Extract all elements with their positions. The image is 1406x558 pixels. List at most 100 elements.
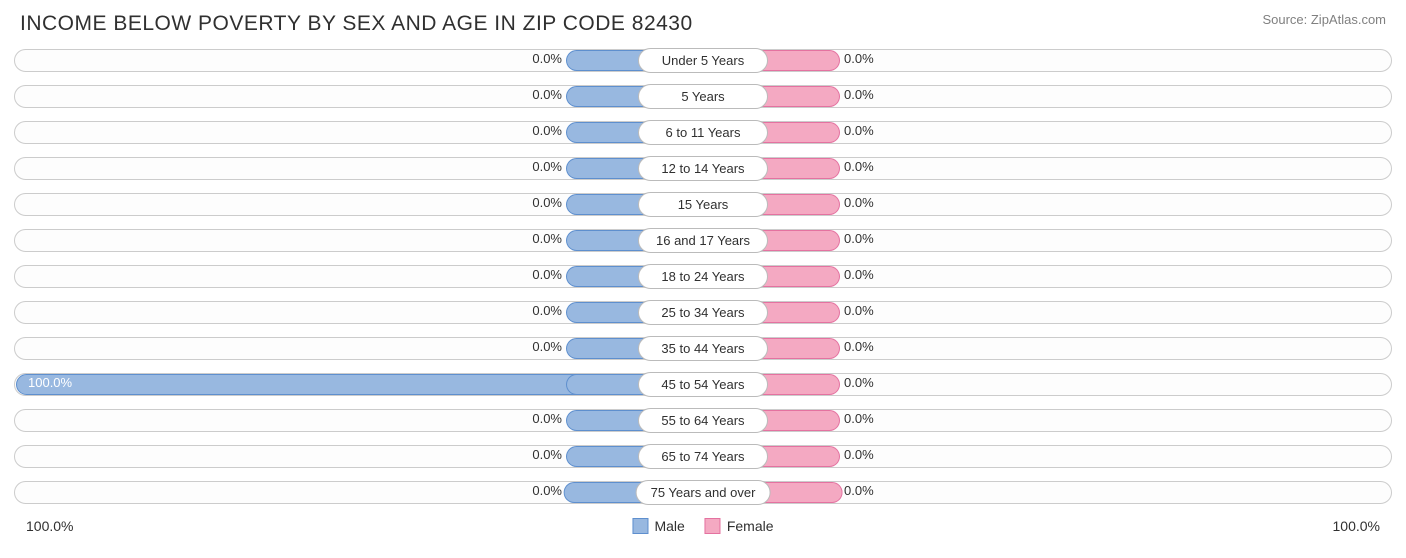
male-bar-stub — [566, 50, 646, 71]
chart-body: Under 5 Years 0.0% 0.0% 5 Years 0.0% 0.0% 6 to… — [0, 44, 1406, 509]
male-value: 0.0% — [532, 51, 562, 66]
female-value: 0.0% — [844, 87, 874, 102]
row-label-pill: Under 5 Years — [638, 48, 768, 73]
legend-item-male: Male — [632, 518, 684, 534]
female-value: 0.0% — [844, 159, 874, 174]
row-center: 75 Years and over — [564, 478, 843, 507]
legend-label-female: Female — [727, 518, 774, 534]
chart-row: 18 to 24 Years 0.0% 0.0% — [14, 260, 1392, 293]
male-bar-stub — [566, 122, 646, 143]
chart-header: INCOME BELOW POVERTY BY SEX AND AGE IN Z… — [0, 0, 1406, 44]
chart-row: 35 to 44 Years 0.0% 0.0% — [14, 332, 1392, 365]
male-bar-stub — [566, 194, 646, 215]
male-bar-stub — [564, 482, 644, 503]
chart-row: 75 Years and over 0.0% 0.0% — [14, 476, 1392, 509]
row-center: 18 to 24 Years — [566, 262, 840, 291]
chart-row: 16 and 17 Years 0.0% 0.0% — [14, 224, 1392, 257]
row-center: 45 to 54 Years — [566, 370, 840, 399]
chart-title: INCOME BELOW POVERTY BY SEX AND AGE IN Z… — [20, 12, 693, 36]
male-value-inbar: 100.0% — [28, 375, 72, 390]
female-value: 0.0% — [844, 51, 874, 66]
chart-row: 15 Years0.0%0.0% — [14, 188, 1392, 221]
female-bar-stub — [760, 266, 840, 287]
female-value: 0.0% — [844, 483, 874, 498]
legend: Male Female — [632, 518, 773, 534]
legend-label-male: Male — [654, 518, 684, 534]
male-bar-stub — [566, 446, 646, 467]
male-bar-stub — [566, 302, 646, 323]
male-value: 0.0% — [532, 447, 562, 462]
male-value: 0.0% — [532, 267, 562, 282]
row-center: 25 to 34 Years — [566, 298, 840, 327]
row-label-pill: 5 Years — [638, 84, 768, 109]
female-bar-stub — [760, 446, 840, 467]
female-bar-stub — [760, 410, 840, 431]
legend-swatch-female — [705, 518, 721, 534]
female-bar-stub — [760, 194, 840, 215]
male-bar-stub — [566, 410, 646, 431]
row-label-pill: 18 to 24 Years — [638, 264, 768, 289]
row-center: Under 5 Years — [566, 46, 840, 75]
row-label-pill: 35 to 44 Years — [638, 336, 768, 361]
row-center: 55 to 64 Years — [566, 406, 840, 435]
male-value: 0.0% — [532, 87, 562, 102]
male-value: 0.0% — [532, 303, 562, 318]
row-label-pill: 15 Years — [638, 192, 768, 217]
female-value: 0.0% — [844, 411, 874, 426]
male-bar-stub — [566, 230, 646, 251]
female-value: 0.0% — [844, 339, 874, 354]
male-bar-stub — [566, 86, 646, 107]
male-bar-stub — [566, 374, 646, 395]
row-center: 16 and 17 Years — [566, 226, 840, 255]
row-label-pill: 75 Years and over — [636, 480, 771, 505]
row-label-pill: 25 to 34 Years — [638, 300, 768, 325]
axis-label-right: 100.0% — [1333, 518, 1380, 534]
female-bar-stub — [760, 50, 840, 71]
male-value: 0.0% — [532, 339, 562, 354]
row-center: 15 Years — [566, 190, 840, 219]
female-value: 0.0% — [844, 375, 874, 390]
female-bar-stub — [760, 158, 840, 179]
male-value: 0.0% — [532, 195, 562, 210]
row-label-pill: 65 to 74 Years — [638, 444, 768, 469]
row-label-pill: 6 to 11 Years — [638, 120, 768, 145]
female-value: 0.0% — [844, 267, 874, 282]
row-center: 35 to 44 Years — [566, 334, 840, 363]
axis-label-left: 100.0% — [26, 518, 73, 534]
female-bar-stub — [760, 86, 840, 107]
male-bar-stub — [566, 158, 646, 179]
female-value: 0.0% — [844, 447, 874, 462]
male-value: 0.0% — [532, 411, 562, 426]
row-center: 5 Years — [566, 82, 840, 111]
female-bar-stub — [760, 374, 840, 395]
male-bar-stub — [566, 338, 646, 359]
chart-row: 65 to 74 Years 0.0% 0.0% — [14, 440, 1392, 473]
female-bar-stub — [760, 122, 840, 143]
female-bar-stub — [760, 302, 840, 323]
row-center: 65 to 74 Years — [566, 442, 840, 471]
row-label-pill: 45 to 54 Years — [638, 372, 768, 397]
male-value: 0.0% — [532, 483, 562, 498]
chart-footer: 100.0% Male Female 100.0% — [0, 512, 1406, 534]
female-value: 0.0% — [844, 231, 874, 246]
male-value: 0.0% — [532, 231, 562, 246]
male-value: 0.0% — [532, 123, 562, 138]
female-value: 0.0% — [844, 123, 874, 138]
chart-source: Source: ZipAtlas.com — [1262, 12, 1386, 27]
male-value: 0.0% — [532, 159, 562, 174]
legend-swatch-male — [632, 518, 648, 534]
chart-row: 55 to 64 Years 0.0% 0.0% — [14, 404, 1392, 437]
female-value: 0.0% — [844, 303, 874, 318]
chart-row: 12 to 14 Years 0.0% 0.0% — [14, 152, 1392, 185]
female-bar-stub — [762, 482, 842, 503]
legend-item-female: Female — [705, 518, 774, 534]
male-bar-stub — [566, 266, 646, 287]
female-bar-stub — [760, 338, 840, 359]
chart-row: 25 to 34 Years 0.0% 0.0% — [14, 296, 1392, 329]
row-label-pill: 12 to 14 Years — [638, 156, 768, 181]
row-label-pill: 16 and 17 Years — [638, 228, 768, 253]
row-center: 6 to 11 Years — [566, 118, 840, 147]
chart-row: 45 to 54 Years 100.0% 0.0% — [14, 368, 1392, 401]
chart-row: 5 Years 0.0% 0.0% — [14, 80, 1392, 113]
row-label-pill: 55 to 64 Years — [638, 408, 768, 433]
